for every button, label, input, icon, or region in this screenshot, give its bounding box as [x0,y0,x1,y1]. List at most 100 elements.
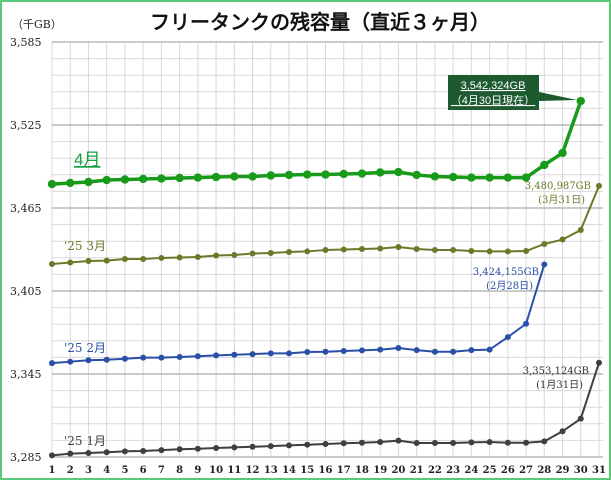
series-label-march: '25 3月 [64,239,106,253]
data-point [213,445,220,452]
data-point [358,245,365,252]
data-point [103,356,110,363]
data-point [486,248,493,255]
series-2 [49,182,602,268]
data-point [140,256,147,263]
data-point [267,443,274,450]
series-4 [49,359,602,459]
y-tick-label: 3,525 [10,119,42,132]
data-point [340,348,347,355]
data-point [213,352,220,359]
x-tick-label: 31 [592,465,606,476]
x-tick-label: 16 [319,465,333,476]
x-tick-label: 4 [103,465,110,476]
y-tick-label: 3,585 [10,36,42,49]
april-callout: 3,542,324GB （4月30日現在） [448,75,577,110]
data-point [49,360,55,367]
data-point [231,351,238,358]
x-tick-label: 14 [282,465,296,476]
data-point [266,171,275,180]
data-point [541,261,548,268]
data-point [121,355,128,362]
y-tick-label: 3,285 [10,451,42,464]
data-point [503,173,513,182]
march-end-date: (3月31日) [538,194,585,206]
data-point [504,248,511,255]
january-end-value: 3,353,124GB [523,366,589,377]
data-point [194,445,201,452]
x-tick-label: 24 [464,465,478,476]
data-point [267,249,274,256]
data-point [377,245,384,252]
data-point [157,174,166,183]
grid [51,41,603,458]
data-point [158,447,165,454]
data-point [138,174,148,184]
january-end-date: (1月31日) [536,379,583,391]
x-tick-label: 25 [483,465,497,476]
data-point [395,244,402,251]
x-tick-label: 27 [519,465,533,476]
data-point [357,169,367,178]
series-line [51,100,583,186]
x-tick-label: 21 [410,465,424,476]
data-point [577,226,584,233]
data-point [596,182,602,189]
data-point [304,349,311,356]
data-point [158,254,165,261]
data-point [558,148,567,158]
data-point [248,172,257,181]
data-point [540,160,549,170]
x-tick-label: 3 [85,465,92,476]
data-point [377,346,384,353]
x-tick-label: 26 [501,465,515,476]
data-point [468,248,475,255]
data-point [230,172,239,181]
data-point [49,452,55,459]
callout-date: （4月30日現在） [451,94,535,107]
data-point [140,354,147,361]
data-point [267,350,274,357]
data-point [431,247,438,254]
data-point [450,348,457,355]
data-point [304,248,311,255]
data-point [358,347,365,354]
data-point [322,247,329,254]
series-label-february: '25 2月 [64,341,106,355]
data-point [413,245,420,252]
data-point [85,257,92,264]
data-point [176,353,183,360]
data-point [468,347,475,354]
data-point [413,440,420,447]
data-point [49,261,55,268]
february-end-date: (2月28日) [486,280,533,292]
data-point [158,354,165,361]
data-point [559,428,566,435]
x-tick-label: 22 [428,465,442,476]
data-point [431,440,438,447]
data-point [576,96,585,106]
data-point [523,248,530,255]
data-point [47,179,57,189]
data-point [504,334,511,341]
data-point [358,439,365,446]
march-end-value: 3,480,987GB [525,181,591,192]
data-point [431,348,438,355]
data-point [377,439,384,446]
data-point [596,359,602,366]
callout-value: 3,542,324GB [461,80,526,92]
data-point [120,175,130,184]
data-point [175,173,184,183]
data-point [85,449,92,456]
data-point [103,257,110,264]
data-point [211,172,221,182]
x-tick-label: 6 [140,465,147,476]
data-point [103,449,110,456]
y-tick-label: 3,465 [10,202,42,215]
data-point [448,172,458,182]
data-point [468,439,475,446]
x-tick-label: 12 [246,465,260,476]
x-tick-label: 1 [49,465,56,476]
february-end-value: 3,424,155GB [473,267,539,278]
data-point [194,353,201,360]
